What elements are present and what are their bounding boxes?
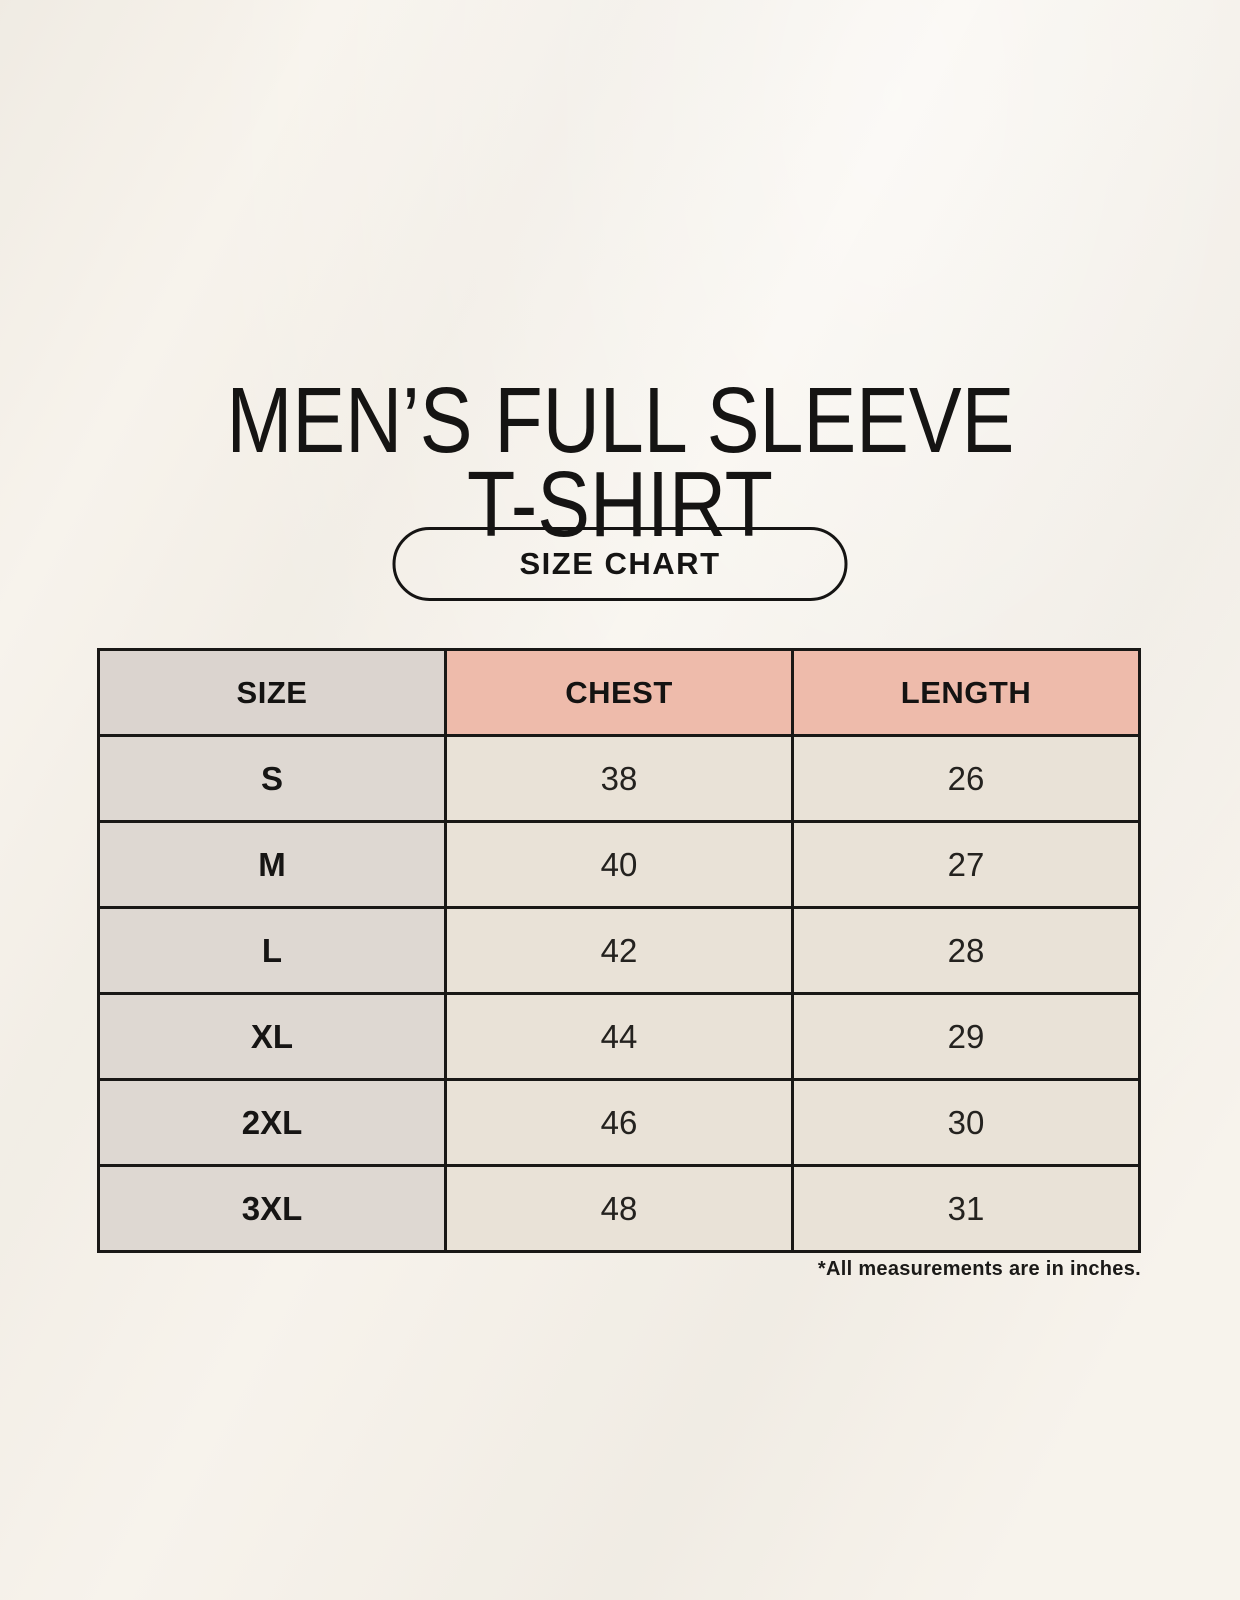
size-cell: XL <box>97 992 447 1081</box>
length-cell: 31 <box>791 1164 1141 1253</box>
measurements-footnote: *All measurements are in inches. <box>817 1258 1141 1280</box>
size-cell: 2XL <box>97 1078 447 1167</box>
column-header-length: LENGTH <box>791 648 1141 737</box>
page-title-line2: T-SHIRT <box>467 452 773 557</box>
column-header-chest: CHEST <box>444 648 794 737</box>
header-row: SIZE CHEST LENGTH <box>97 648 1141 737</box>
size-cell: S <box>97 734 447 823</box>
length-cell: 30 <box>791 1078 1141 1167</box>
chest-cell: 38 <box>444 734 794 823</box>
chest-cell: 46 <box>444 1078 794 1167</box>
table-row: XL 44 29 <box>97 992 1141 1081</box>
size-cell: M <box>97 820 447 909</box>
size-cell: 3XL <box>97 1164 447 1253</box>
table-row: 2XL 46 30 <box>97 1078 1141 1167</box>
size-chart-table: SIZE CHEST LENGTH S 38 26 M 40 27 L 42 28 XL 44 29 2… <box>97 648 1141 1253</box>
chest-cell: 42 <box>444 906 794 995</box>
table-row: S 38 26 <box>97 734 1141 823</box>
length-cell: 28 <box>791 906 1141 995</box>
chest-cell: 40 <box>444 820 794 909</box>
length-cell: 27 <box>791 820 1141 909</box>
page-title-line1: MEN’S FULL SLEEVE <box>226 368 1014 473</box>
size-cell: L <box>97 906 447 995</box>
column-header-size: SIZE <box>97 648 447 737</box>
size-chart-table-header: SIZE CHEST LENGTH <box>97 648 1141 737</box>
table-row: L 42 28 <box>97 906 1141 995</box>
page-title: MEN’S FULL SLEEVE T-SHIRT <box>0 368 1240 557</box>
table-row: 3XL 48 31 <box>97 1164 1141 1253</box>
table-row: M 40 27 <box>97 820 1141 909</box>
chest-cell: 44 <box>444 992 794 1081</box>
size-chart-badge-label: SIZE CHART <box>519 546 721 581</box>
chest-cell: 48 <box>444 1164 794 1253</box>
length-cell: 26 <box>791 734 1141 823</box>
size-chart-badge[interactable]: SIZE CHART <box>392 527 848 601</box>
length-cell: 29 <box>791 992 1141 1081</box>
size-chart-table-body: S 38 26 M 40 27 L 42 28 XL 44 29 2XL 46 30 3XL 48 31 <box>97 734 1141 1253</box>
